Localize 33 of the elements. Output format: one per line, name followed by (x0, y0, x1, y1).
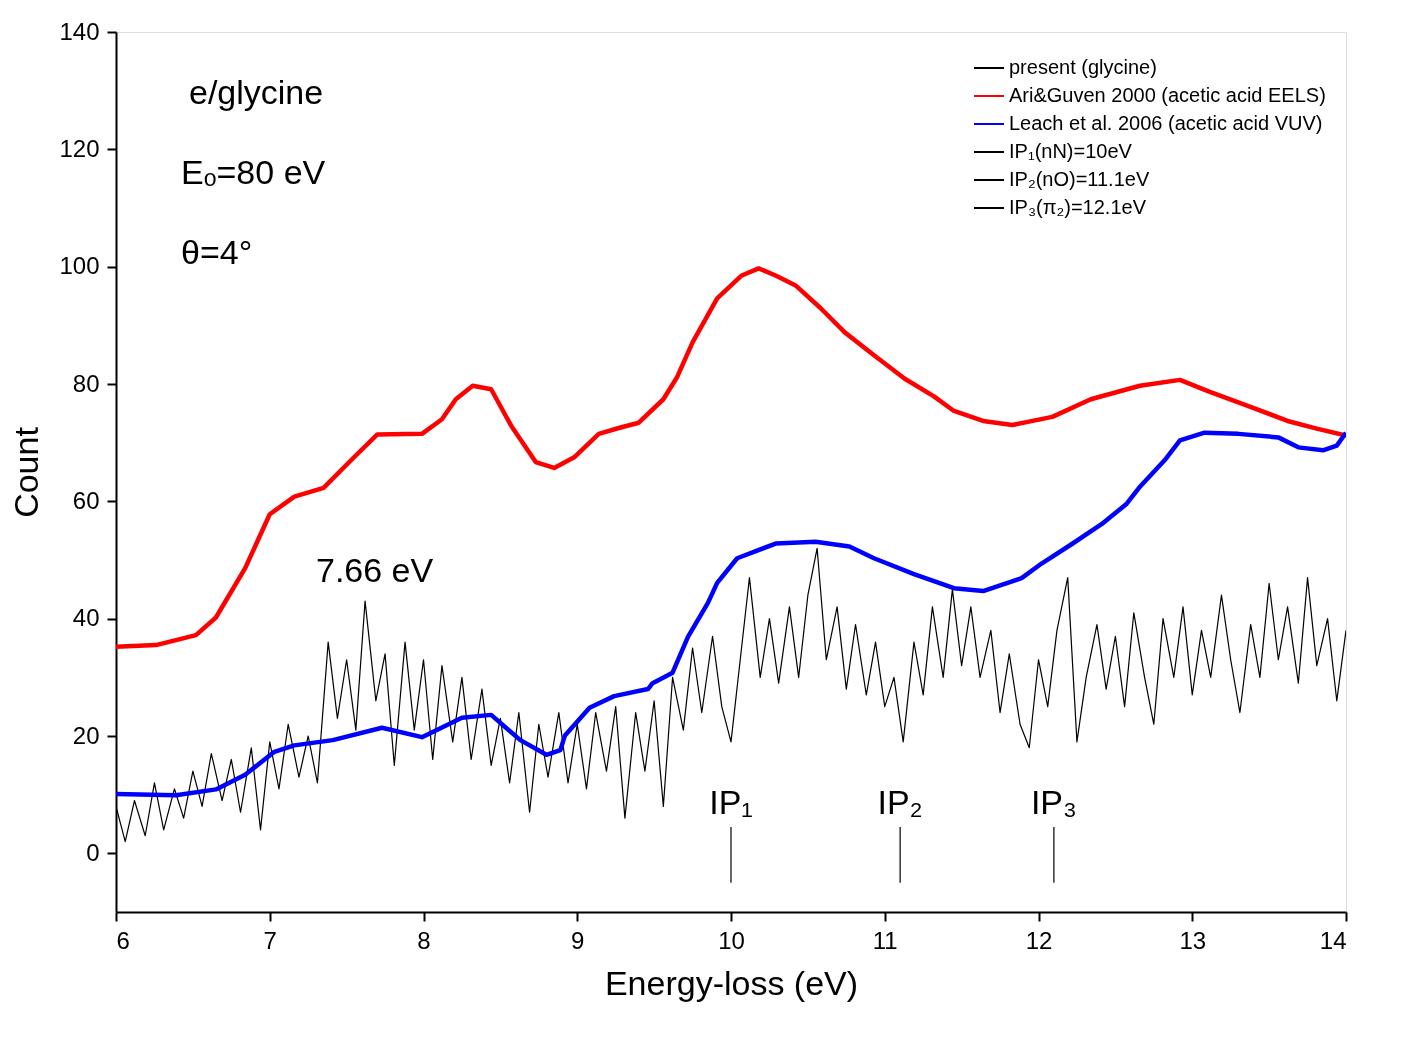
annotation: θ=4° (181, 233, 253, 271)
legend-label: Ari&Guven 2000 (acetic acid EELS) (1009, 84, 1326, 106)
legend-label: IP₂(nO)=11.1eV (1009, 168, 1150, 190)
x-tick-label: 10 (718, 926, 745, 954)
y-tick-label: 100 (59, 252, 100, 280)
line-series (116, 266, 1346, 650)
y-tick-label: 120 (59, 134, 100, 162)
x-tick-label: 7 (263, 926, 277, 954)
x-tick-label: 13 (1179, 926, 1207, 954)
x-tick-label: 9 (571, 926, 585, 954)
x-tick-label: 8 (417, 926, 431, 954)
annotation: IP₁ (709, 782, 753, 821)
legend-label: IP₁(nN)=10eV (1009, 140, 1133, 162)
legend-label: present (glycine) (1009, 56, 1157, 78)
x-tick-label: 14 (1319, 926, 1347, 954)
y-tick-label: 60 (72, 486, 100, 514)
y-tick-label: 20 (72, 721, 100, 749)
y-tick-label: 140 (59, 17, 100, 45)
x-tick-label: 6 (116, 926, 130, 954)
y-tick-label: 80 (72, 369, 100, 397)
x-tick-label: 11 (872, 926, 898, 954)
annotation: e/glycine (189, 73, 324, 111)
annotation: 7.66 eV (316, 551, 434, 589)
annotation: IP₃ (1030, 782, 1077, 821)
legend-label: Leach et al. 2006 (acetic acid VUV) (1009, 112, 1323, 134)
y-tick-label: 0 (86, 838, 100, 866)
y-tick-label: 40 (72, 604, 100, 632)
x-tick-label: 12 (1025, 926, 1053, 954)
annotation: Eₒ=80 eV (181, 153, 326, 191)
x-axis-title: Energy-loss (eV) (604, 963, 859, 1002)
annotation: IP₂ (877, 782, 923, 821)
legend-label: IP₃(π₂)=12.1eV (1009, 196, 1147, 218)
y-axis-title: Count (7, 426, 46, 518)
